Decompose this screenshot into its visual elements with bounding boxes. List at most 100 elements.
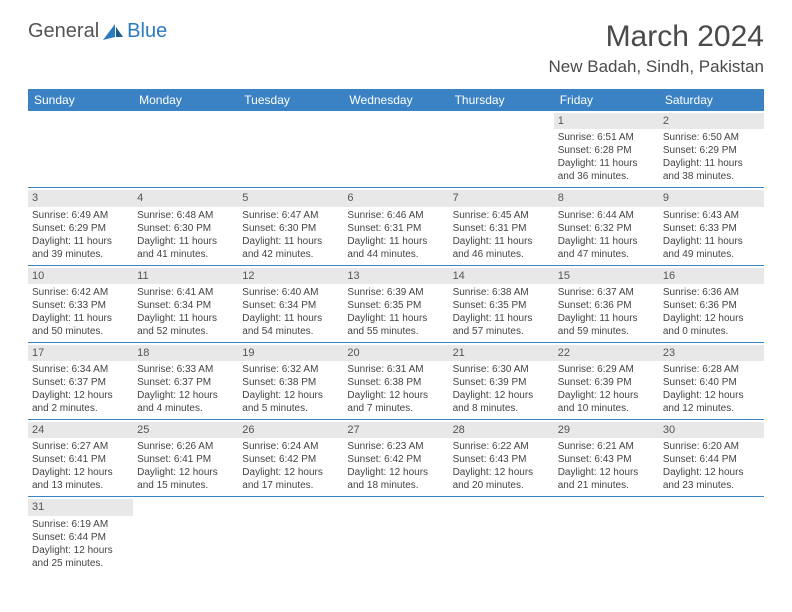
day-cell: 14Sunrise: 6:38 AMSunset: 6:35 PMDayligh… [449,266,554,342]
daylight-text: Daylight: 11 hours and 44 minutes. [347,235,444,261]
day-number: 28 [449,422,554,438]
daylight-text: Daylight: 12 hours and 18 minutes. [347,466,444,492]
day-cell: 2Sunrise: 6:50 AMSunset: 6:29 PMDaylight… [659,111,764,187]
day-cell: 21Sunrise: 6:30 AMSunset: 6:39 PMDayligh… [449,343,554,419]
day-cell: 7Sunrise: 6:45 AMSunset: 6:31 PMDaylight… [449,188,554,264]
sunset-text: Sunset: 6:40 PM [663,376,760,389]
day-cell: 11Sunrise: 6:41 AMSunset: 6:34 PMDayligh… [133,266,238,342]
daylight-text: Daylight: 12 hours and 2 minutes. [32,389,129,415]
sunrise-text: Sunrise: 6:34 AM [32,363,129,376]
day-number: 7 [449,190,554,206]
day-cell: 18Sunrise: 6:33 AMSunset: 6:37 PMDayligh… [133,343,238,419]
day-number: 6 [343,190,448,206]
day-number: 11 [133,268,238,284]
daylight-text: Daylight: 11 hours and 39 minutes. [32,235,129,261]
day-number: 17 [28,345,133,361]
day-cell: 13Sunrise: 6:39 AMSunset: 6:35 PMDayligh… [343,266,448,342]
page-header: General Blue March 2024 New Badah, Sindh… [28,20,764,77]
daylight-text: Daylight: 12 hours and 20 minutes. [453,466,550,492]
sunrise-text: Sunrise: 6:41 AM [137,286,234,299]
empty-cell [449,497,554,573]
day-number: 25 [133,422,238,438]
empty-cell [238,111,343,187]
day-cell: 12Sunrise: 6:40 AMSunset: 6:34 PMDayligh… [238,266,343,342]
day-cell: 3Sunrise: 6:49 AMSunset: 6:29 PMDaylight… [28,188,133,264]
sunrise-text: Sunrise: 6:45 AM [453,209,550,222]
day-cell: 22Sunrise: 6:29 AMSunset: 6:39 PMDayligh… [554,343,659,419]
sunset-text: Sunset: 6:39 PM [453,376,550,389]
day-cell: 29Sunrise: 6:21 AMSunset: 6:43 PMDayligh… [554,420,659,496]
day-number [449,113,554,115]
calendar: Sunday Monday Tuesday Wednesday Thursday… [28,89,764,574]
day-number: 10 [28,268,133,284]
day-number: 21 [449,345,554,361]
sunrise-text: Sunrise: 6:40 AM [242,286,339,299]
day-cell: 6Sunrise: 6:46 AMSunset: 6:31 PMDaylight… [343,188,448,264]
daylight-text: Daylight: 11 hours and 47 minutes. [558,235,655,261]
day-number [343,499,448,501]
week-row: 3Sunrise: 6:49 AMSunset: 6:29 PMDaylight… [28,188,764,265]
day-header: Tuesday [238,89,343,111]
sunset-text: Sunset: 6:30 PM [242,222,339,235]
daylight-text: Daylight: 12 hours and 25 minutes. [32,544,129,570]
sunset-text: Sunset: 6:33 PM [663,222,760,235]
day-number: 14 [449,268,554,284]
sunset-text: Sunset: 6:42 PM [242,453,339,466]
sunrise-text: Sunrise: 6:27 AM [32,440,129,453]
day-number: 16 [659,268,764,284]
day-number: 2 [659,113,764,129]
week-row: 1Sunrise: 6:51 AMSunset: 6:28 PMDaylight… [28,111,764,188]
sunset-text: Sunset: 6:44 PM [32,531,129,544]
daylight-text: Daylight: 11 hours and 57 minutes. [453,312,550,338]
day-number: 5 [238,190,343,206]
empty-cell [343,111,448,187]
sunrise-text: Sunrise: 6:26 AM [137,440,234,453]
day-header: Thursday [449,89,554,111]
sunrise-text: Sunrise: 6:43 AM [663,209,760,222]
sunrise-text: Sunrise: 6:32 AM [242,363,339,376]
day-number [343,113,448,115]
day-cell: 9Sunrise: 6:43 AMSunset: 6:33 PMDaylight… [659,188,764,264]
day-header: Monday [133,89,238,111]
day-cell: 23Sunrise: 6:28 AMSunset: 6:40 PMDayligh… [659,343,764,419]
logo: General Blue [28,20,167,43]
sunrise-text: Sunrise: 6:44 AM [558,209,655,222]
week-row: 24Sunrise: 6:27 AMSunset: 6:41 PMDayligh… [28,420,764,497]
sunset-text: Sunset: 6:37 PM [32,376,129,389]
daylight-text: Daylight: 12 hours and 4 minutes. [137,389,234,415]
sunrise-text: Sunrise: 6:38 AM [453,286,550,299]
daylight-text: Daylight: 11 hours and 52 minutes. [137,312,234,338]
sunrise-text: Sunrise: 6:22 AM [453,440,550,453]
sunset-text: Sunset: 6:29 PM [663,144,760,157]
day-cell: 8Sunrise: 6:44 AMSunset: 6:32 PMDaylight… [554,188,659,264]
day-number [554,499,659,501]
day-cell: 20Sunrise: 6:31 AMSunset: 6:38 PMDayligh… [343,343,448,419]
location-subtitle: New Badah, Sindh, Pakistan [549,57,764,77]
sunrise-text: Sunrise: 6:49 AM [32,209,129,222]
daylight-text: Daylight: 12 hours and 0 minutes. [663,312,760,338]
sunset-text: Sunset: 6:30 PM [137,222,234,235]
sunset-text: Sunset: 6:32 PM [558,222,655,235]
sunrise-text: Sunrise: 6:51 AM [558,131,655,144]
day-number: 19 [238,345,343,361]
day-number: 30 [659,422,764,438]
sunset-text: Sunset: 6:33 PM [32,299,129,312]
logo-sail-icon [103,24,123,40]
day-number: 9 [659,190,764,206]
daylight-text: Daylight: 11 hours and 55 minutes. [347,312,444,338]
sunset-text: Sunset: 6:42 PM [347,453,444,466]
day-number [238,113,343,115]
empty-cell [133,497,238,573]
sunset-text: Sunset: 6:37 PM [137,376,234,389]
sunset-text: Sunset: 6:39 PM [558,376,655,389]
month-title: March 2024 [549,20,764,54]
day-number: 20 [343,345,448,361]
sunset-text: Sunset: 6:41 PM [137,453,234,466]
sunset-text: Sunset: 6:28 PM [558,144,655,157]
day-cell: 4Sunrise: 6:48 AMSunset: 6:30 PMDaylight… [133,188,238,264]
daylight-text: Daylight: 11 hours and 54 minutes. [242,312,339,338]
day-number [28,113,133,115]
sunrise-text: Sunrise: 6:50 AM [663,131,760,144]
daylight-text: Daylight: 12 hours and 10 minutes. [558,389,655,415]
day-number: 12 [238,268,343,284]
